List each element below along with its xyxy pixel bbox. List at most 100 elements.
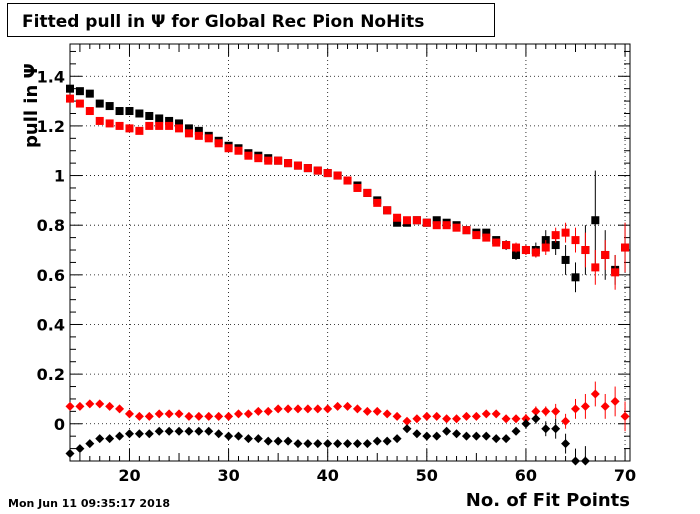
- data-point-diamond-2: [372, 406, 382, 416]
- data-point-square-1: [393, 213, 402, 222]
- data-point-square-1: [422, 218, 431, 227]
- x-axis-label: No. of Fit Points: [465, 490, 630, 511]
- y-tick-label: 0: [54, 415, 65, 434]
- data-point-square-1: [452, 223, 461, 232]
- data-point-diamond-2: [402, 416, 412, 426]
- data-point-diamond-3: [531, 414, 541, 424]
- data-point-diamond-3: [273, 436, 283, 446]
- data-point-square-1: [85, 107, 94, 116]
- data-point-diamond-3: [412, 429, 422, 439]
- data-point-diamond-3: [164, 426, 174, 436]
- data-point-diamond-2: [590, 389, 600, 399]
- data-point-square-1: [531, 248, 540, 257]
- y-tick-label: 1.2: [37, 117, 65, 136]
- data-point-square-0: [194, 126, 203, 135]
- data-point-square-0: [482, 228, 491, 237]
- data-point-square-1: [75, 99, 84, 108]
- data-point-diamond-3: [461, 431, 471, 441]
- y-tick-label: 0.6: [37, 266, 65, 285]
- data-point-square-1: [412, 216, 421, 225]
- data-point-square-0: [175, 119, 184, 128]
- y-tick-label: 1: [54, 167, 65, 186]
- data-point-square-1: [591, 263, 600, 272]
- data-point-diamond-3: [323, 439, 333, 449]
- data-point-diamond-2: [461, 411, 471, 421]
- data-point-diamond-2: [501, 414, 511, 424]
- data-point-square-1: [125, 124, 134, 133]
- data-point-square-0: [571, 273, 580, 282]
- data-point-diamond-3: [303, 439, 313, 449]
- data-point-diamond-2: [343, 401, 353, 411]
- data-point-square-1: [432, 221, 441, 230]
- data-point-square-1: [194, 131, 203, 140]
- data-point-diamond-2: [224, 411, 234, 421]
- data-point-diamond-2: [214, 411, 224, 421]
- data-point-square-0: [75, 87, 84, 96]
- data-point-diamond-3: [551, 424, 561, 434]
- data-point-diamond-2: [481, 409, 491, 419]
- data-point-square-1: [492, 238, 501, 247]
- data-point-diamond-3: [362, 439, 372, 449]
- data-point-square-1: [333, 171, 342, 180]
- chart-title-box: Fitted pull in Ψ for Global Rec Pion NoH…: [7, 3, 495, 37]
- data-point-diamond-3: [194, 426, 204, 436]
- data-point-diamond-3: [184, 426, 194, 436]
- data-point-diamond-3: [511, 426, 521, 436]
- data-point-diamond-3: [95, 434, 105, 444]
- data-point-square-0: [66, 84, 74, 93]
- data-point-diamond-2: [174, 409, 184, 419]
- data-point-diamond-3: [491, 434, 501, 444]
- data-point-diamond-2: [253, 406, 263, 416]
- data-point-diamond-2: [511, 414, 521, 424]
- data-point-diamond-2: [194, 411, 204, 421]
- data-point-square-0: [105, 102, 114, 111]
- data-point-diamond-2: [561, 416, 571, 426]
- data-point-diamond-3: [263, 436, 273, 446]
- data-point-square-0: [155, 114, 164, 123]
- data-point-square-0: [393, 218, 402, 227]
- data-point-square-1: [303, 164, 312, 173]
- data-point-square-0: [432, 216, 441, 225]
- x-tick-label: 40: [317, 466, 339, 485]
- data-point-diamond-2: [283, 404, 293, 414]
- data-point-diamond-3: [422, 431, 432, 441]
- data-point-diamond-3: [402, 424, 412, 434]
- data-point-square-1: [462, 226, 471, 235]
- data-point-square-1: [373, 198, 382, 207]
- data-point-diamond-3: [352, 439, 362, 449]
- data-point-diamond-2: [551, 406, 561, 416]
- data-point-square-1: [264, 156, 273, 165]
- data-point-diamond-3: [471, 431, 481, 441]
- data-point-diamond-3: [570, 456, 580, 466]
- data-point-diamond-2: [243, 409, 253, 419]
- data-point-square-1: [363, 188, 372, 197]
- data-point-square-1: [611, 268, 620, 277]
- data-point-diamond-3: [154, 426, 164, 436]
- data-point-diamond-2: [323, 404, 333, 414]
- data-point-square-1: [313, 166, 322, 175]
- data-point-square-1: [601, 250, 610, 259]
- data-point-square-1: [521, 246, 530, 255]
- data-point-diamond-3: [382, 436, 392, 446]
- data-point-square-0: [125, 107, 134, 116]
- data-point-diamond-3: [580, 456, 590, 466]
- data-point-square-0: [165, 116, 174, 125]
- data-point-diamond-2: [610, 396, 620, 406]
- data-point-diamond-2: [184, 411, 194, 421]
- data-point-square-0: [115, 107, 124, 116]
- data-point-diamond-3: [214, 429, 224, 439]
- data-point-diamond-3: [224, 431, 234, 441]
- data-point-diamond-2: [620, 411, 630, 421]
- data-point-square-1: [472, 231, 481, 240]
- data-point-diamond-2: [154, 409, 164, 419]
- data-point-diamond-2: [580, 401, 590, 411]
- data-point-diamond-2: [412, 414, 422, 424]
- data-point-diamond-3: [313, 439, 323, 449]
- timestamp: Mon Jun 11 09:35:17 2018: [8, 497, 171, 510]
- data-point-diamond-2: [105, 401, 115, 411]
- x-tick-label: 20: [118, 466, 140, 485]
- data-point-diamond-3: [452, 429, 462, 439]
- data-point-diamond-2: [531, 406, 541, 416]
- data-point-diamond-3: [85, 439, 95, 449]
- data-point-diamond-2: [491, 409, 501, 419]
